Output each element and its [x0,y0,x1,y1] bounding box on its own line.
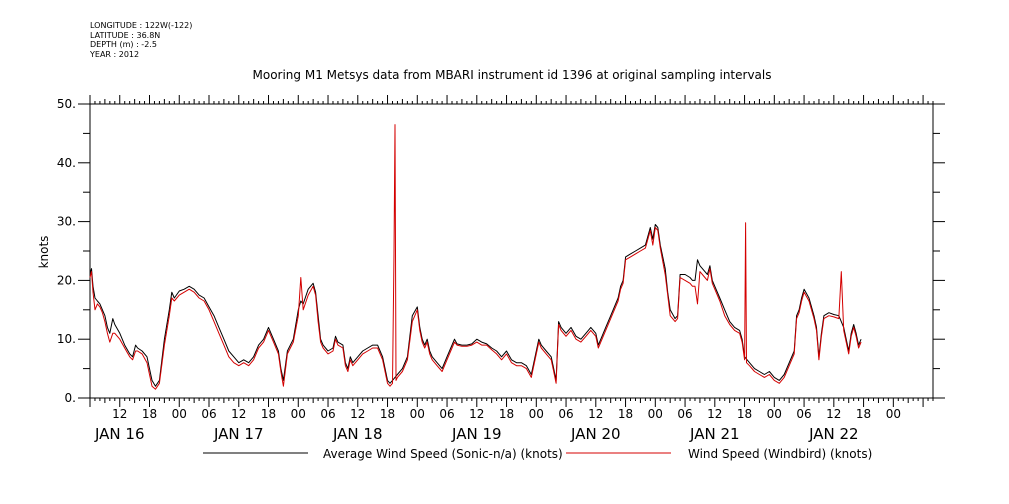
x-tick-label: 12 [588,407,603,421]
x-tick-label: 12 [231,407,246,421]
y-tick-label: 50. [57,97,76,111]
x-day-label: JAN 21 [689,425,740,443]
legend-label-windbird: Wind Speed (Windbird) (knots) [688,447,872,461]
x-tick-label: 06 [796,407,811,421]
x-tick-label: 06 [320,407,335,421]
x-tick-label: 06 [677,407,692,421]
x-tick-label: 00 [529,407,544,421]
x-day-label: JAN 20 [570,425,621,443]
x-tick-label: 00 [291,407,306,421]
x-tick-label: 00 [648,407,663,421]
y-tick-label: 10. [57,332,76,346]
x-day-label: JAN 17 [213,425,264,443]
y-tick-label: 30. [57,215,76,229]
x-tick-label: 18 [618,407,633,421]
y-axis-label: knots [37,236,51,269]
latitude-label: LATITUDE : 36.8N [90,30,161,40]
x-day-label: JAN 22 [808,425,859,443]
year-label: YEAR : 2012 [90,49,140,59]
x-tick-label: 18 [737,407,752,421]
x-tick-label: 06 [439,407,454,421]
series-line-windbird-wind-speed [89,124,862,390]
y-tick-label: 0. [65,391,76,405]
depth-label: DEPTH (m) : -2.5 [90,40,157,50]
x-day-label: JAN 19 [451,425,502,443]
y-tick-label: 40. [57,156,76,170]
x-tick-label: 12 [112,407,127,421]
x-tick-label: 00 [886,407,901,421]
legend-label-average: Average Wind Speed (Sonic-n/a) (knots) [323,447,563,461]
y-tick-label: 20. [57,273,76,287]
x-axis-ticks: 12 18 00 06 12 18 00 06 12 18 00 06 12 18 00 06 12 18 00 06… [89,95,934,443]
x-tick-label: 18 [261,407,276,421]
x-tick-label: 12 [350,407,365,421]
x-tick-label: 12 [707,407,722,421]
x-tick-label: 00 [172,407,187,421]
plot-frame [89,103,934,399]
x-tick-label: 18 [380,407,395,421]
series-lines [89,124,862,390]
x-tick-label: 18 [499,407,514,421]
x-tick-label: 12 [469,407,484,421]
x-tick-label: 18 [142,407,157,421]
y-axis-ticks: 0. 10. 20. 30. 40. 50. [57,97,945,405]
x-tick-label: 18 [856,407,871,421]
series-line-average-wind-speed [89,224,862,387]
x-day-label: JAN 16 [94,425,145,443]
station-metadata: LONGITUDE : 122W(-122) LATITUDE : 36.8N … [90,21,192,59]
legend: Average Wind Speed (Sonic-n/a) (knots) W… [203,447,872,461]
chart-title: Mooring M1 Metsys data from MBARI instru… [253,68,772,82]
x-tick-label: 06 [558,407,573,421]
x-day-label: JAN 18 [332,425,383,443]
x-tick-label: 06 [201,407,216,421]
x-tick-label: 00 [410,407,425,421]
x-tick-label: 00 [767,407,782,421]
longitude-label: LONGITUDE : 122W(-122) [90,21,193,30]
x-tick-label: 12 [826,407,841,421]
